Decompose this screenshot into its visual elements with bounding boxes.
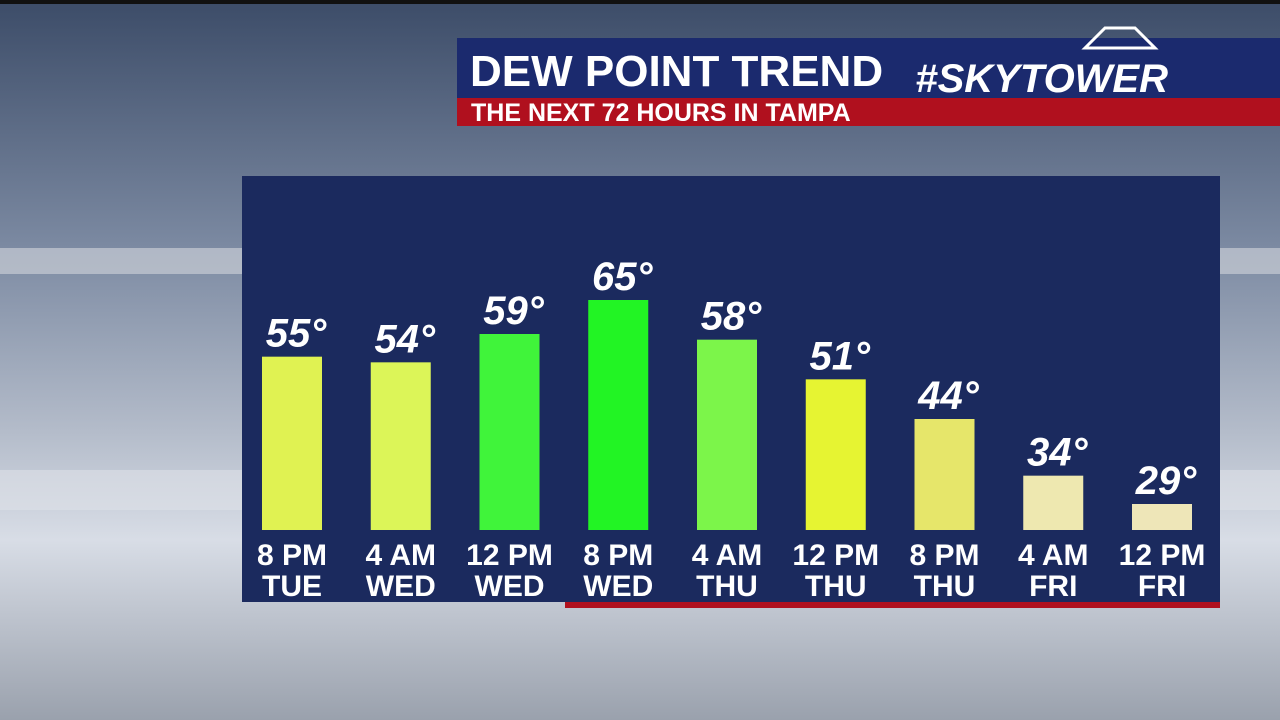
value-label: 29°: [1135, 459, 1197, 503]
x-tick-label: 12 PM: [1119, 539, 1206, 572]
value-label: 59°: [483, 289, 544, 333]
value-label: 44°: [917, 374, 979, 418]
x-tick-label: TUE: [262, 570, 322, 603]
panel-accent: [565, 602, 1220, 608]
bar: [588, 300, 649, 530]
x-tick-label: 4 AM: [692, 539, 763, 572]
x-tick-label: 4 AM: [365, 539, 436, 572]
chart-title: DEW POINT TREND: [470, 47, 883, 96]
logo-icon: [1081, 26, 1159, 50]
x-tick-label: 12 PM: [466, 539, 553, 572]
x-tick-label: 8 PM: [909, 539, 979, 572]
x-tick-label: THU: [805, 570, 867, 603]
x-tick-label: 8 PM: [257, 539, 327, 572]
x-tick-label: FRI: [1138, 570, 1186, 603]
value-label: 65°: [592, 255, 653, 299]
x-tick-label: WED: [583, 570, 653, 603]
x-tick-label: WED: [366, 570, 436, 603]
x-tick-label: 4 AM: [1018, 539, 1089, 572]
brand-logo: #SKYTOWER: [915, 57, 1168, 101]
value-label: 54°: [375, 317, 436, 361]
x-tick-label: FRI: [1029, 570, 1077, 603]
x-tick-label: WED: [475, 570, 545, 603]
x-tick-label: 12 PM: [792, 539, 879, 572]
bar: [370, 362, 431, 530]
bar: [1023, 475, 1084, 530]
bar: [697, 339, 757, 530]
x-tick-label: THU: [696, 570, 758, 603]
value-label: 34°: [1027, 431, 1088, 475]
x-tick-label: 8 PM: [583, 539, 653, 572]
subtitle-strip: [457, 98, 1280, 126]
bar: [805, 379, 866, 530]
chart-subtitle: THE NEXT 72 HOURS IN TAMPA: [471, 99, 851, 127]
bar: [914, 419, 975, 530]
top-edge: [0, 0, 1280, 4]
value-label: 55°: [266, 312, 327, 356]
value-label: 58°: [701, 295, 762, 339]
bar: [479, 334, 540, 530]
x-tick-label: THU: [914, 570, 976, 603]
value-label: 51°: [810, 334, 871, 378]
bar: [1132, 504, 1192, 530]
bar: [262, 356, 322, 530]
